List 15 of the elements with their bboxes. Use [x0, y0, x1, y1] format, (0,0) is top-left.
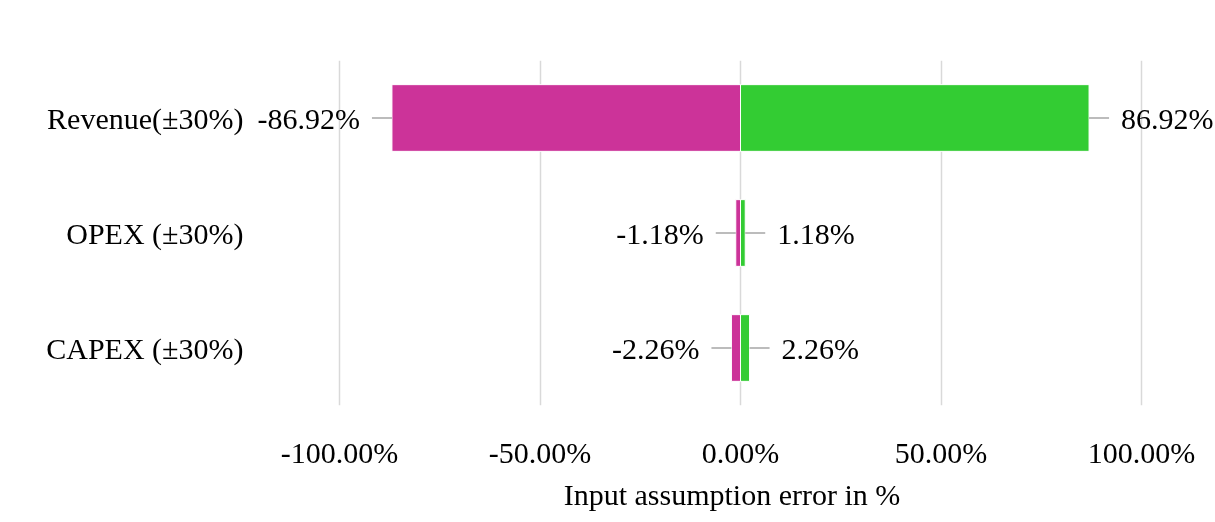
- y-tick-label: Revenue(±30%): [47, 101, 244, 136]
- x-tick-label: 0.00%: [701, 435, 780, 469]
- data-label: 2.26%: [781, 331, 860, 365]
- x-tick-label: -100.00%: [280, 435, 399, 469]
- x-axis-title: Input assumption error in %: [563, 477, 901, 511]
- data-label: 1.18%: [777, 216, 855, 250]
- data-label: -2.26%: [611, 331, 700, 365]
- data-label: 86.92%: [1121, 101, 1214, 135]
- data-label: -86.92%: [257, 101, 360, 135]
- x-tick-label: -50.00%: [488, 435, 592, 469]
- y-tick-label: CAPEX (±30%): [46, 331, 244, 366]
- y-tick-label: OPEX (±30%): [66, 216, 244, 251]
- x-tick-label: 100.00%: [1087, 435, 1196, 469]
- x-tick-label: 50.00%: [894, 435, 988, 469]
- data-label: -1.18%: [616, 216, 704, 250]
